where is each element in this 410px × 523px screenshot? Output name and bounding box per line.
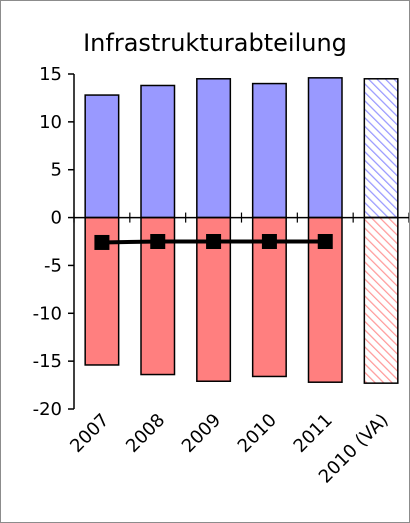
line-marker bbox=[261, 234, 277, 249]
bar-positive bbox=[196, 78, 232, 219]
bar-positive bbox=[307, 77, 343, 219]
y-tick-label: -15 bbox=[33, 351, 62, 372]
y-tick-label: 10 bbox=[39, 112, 62, 133]
chart-title: Infrastrukturabteilung bbox=[83, 29, 347, 57]
line-marker bbox=[94, 234, 110, 250]
x-tick-label: 2008 bbox=[122, 410, 169, 457]
x-tick-label: 2010 bbox=[234, 410, 281, 457]
x-tick-label: 2011 bbox=[290, 410, 337, 457]
y-tick-label: 0 bbox=[51, 208, 62, 229]
bar-negative bbox=[363, 216, 399, 384]
line-marker bbox=[206, 234, 222, 249]
bar-negative bbox=[251, 216, 287, 378]
y-tick-label: -20 bbox=[33, 399, 62, 420]
bar-positive bbox=[140, 84, 176, 219]
bar-positive bbox=[251, 82, 287, 219]
line-marker bbox=[317, 234, 333, 249]
bar-negative bbox=[307, 216, 343, 383]
y-tick-label: 5 bbox=[51, 160, 62, 181]
bar-positive bbox=[363, 78, 399, 219]
bar-positive bbox=[84, 94, 120, 219]
y-tick-label: -10 bbox=[33, 303, 62, 324]
x-tick-label: 2007 bbox=[66, 410, 113, 457]
x-tick-label: 2009 bbox=[178, 410, 225, 457]
y-tick-label: 15 bbox=[39, 64, 62, 85]
y-tick-label: -5 bbox=[44, 255, 62, 276]
line-marker bbox=[150, 234, 166, 249]
